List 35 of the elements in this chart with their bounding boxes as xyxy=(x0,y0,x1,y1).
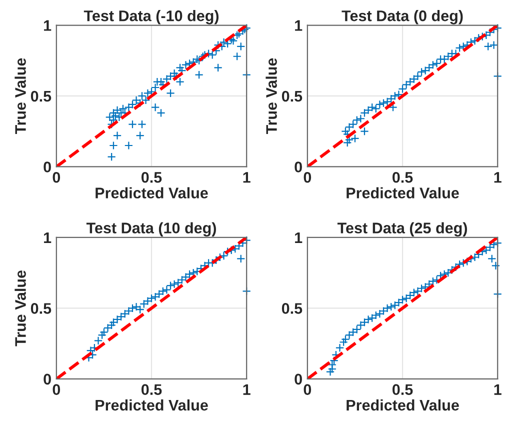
y-tick-label: 0 xyxy=(44,374,51,385)
x-tick-label: 1 xyxy=(243,384,250,395)
x-tick-label: 0.5 xyxy=(142,172,162,183)
x-axis-title: Predicted Value xyxy=(96,399,208,411)
y-tick-label: 0.5 xyxy=(30,90,52,102)
chart-title: Test Data (0 deg) xyxy=(342,10,463,24)
x-tick-label: 0.5 xyxy=(392,384,413,395)
x-axis-title: Predicted Value xyxy=(346,187,459,198)
y-tick-label: 1 xyxy=(295,232,302,243)
x-tick-label: 0 xyxy=(52,384,60,395)
y-tick-label: 1 xyxy=(44,20,52,31)
y-tick-label: 0.5 xyxy=(282,90,302,102)
x-tick-label: 1 xyxy=(494,384,502,395)
y-tick-label: 0 xyxy=(294,162,302,172)
chart-title: Test Data (-10 deg) xyxy=(84,10,219,24)
y-tick-label: 1 xyxy=(295,20,302,31)
x-tick-label: 0 xyxy=(304,384,312,395)
x-tick-label: 1 xyxy=(243,172,250,183)
x-tick-label: 0.5 xyxy=(142,384,162,395)
chart-title: Test Data (25 deg) xyxy=(337,222,468,237)
x-axis-title: Predicted Value xyxy=(96,187,208,198)
x-tick-label: 0.5 xyxy=(392,172,413,183)
x-axis-title: Predicted Value xyxy=(346,399,459,411)
chart-title: Test Data (10 deg) xyxy=(86,222,216,237)
y-tick-label: 0.5 xyxy=(30,303,52,314)
y-tick-label: 0 xyxy=(44,162,51,172)
y-tick-label: 1 xyxy=(44,232,52,243)
y-axis-title: True Value xyxy=(266,58,277,134)
x-tick-label: 0 xyxy=(52,172,60,183)
y-axis-title: True Value xyxy=(14,270,26,346)
y-axis-title: True Value xyxy=(14,58,26,134)
x-tick-label: 1 xyxy=(494,172,502,183)
y-tick-label: 0.5 xyxy=(282,303,302,314)
x-tick-label: 0 xyxy=(304,172,312,183)
y-tick-label: 0 xyxy=(294,374,302,385)
